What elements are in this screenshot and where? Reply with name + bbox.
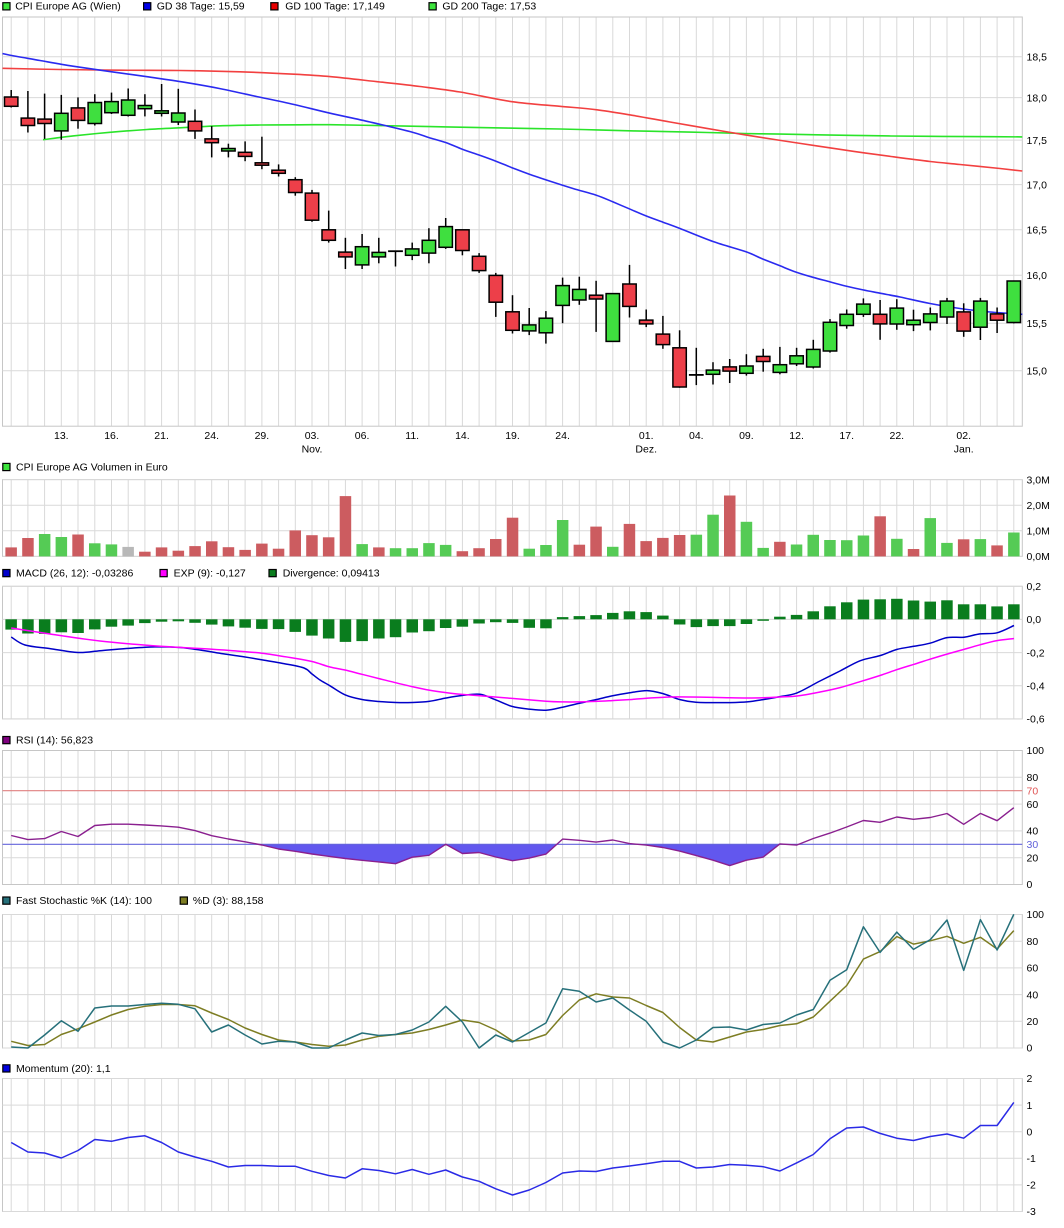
svg-text:16,0: 16,0 <box>1027 270 1048 282</box>
svg-text:13.: 13. <box>54 430 69 442</box>
svg-text:14.: 14. <box>455 430 470 442</box>
svg-text:-3: -3 <box>1027 1206 1036 1218</box>
svg-text:11.: 11. <box>405 430 419 442</box>
svg-text:100: 100 <box>1027 745 1045 757</box>
svg-text:40: 40 <box>1027 989 1039 1001</box>
svg-text:20: 20 <box>1027 1016 1039 1028</box>
svg-text:RSI (14): 56,823: RSI (14): 56,823 <box>16 735 93 747</box>
svg-text:02.: 02. <box>956 430 971 442</box>
svg-text:15,0: 15,0 <box>1027 366 1048 378</box>
svg-text:06.: 06. <box>355 430 370 442</box>
svg-text:21.: 21. <box>154 430 169 442</box>
svg-text:01.: 01. <box>639 430 654 442</box>
svg-text:30: 30 <box>1027 839 1039 851</box>
svg-text:-1: -1 <box>1027 1153 1036 1165</box>
svg-text:Divergence: 0,09413: Divergence: 0,09413 <box>283 568 380 580</box>
svg-text:40: 40 <box>1027 826 1039 838</box>
svg-text:100: 100 <box>1027 909 1045 921</box>
svg-text:3,0M: 3,0M <box>1027 474 1050 486</box>
svg-text:15,5: 15,5 <box>1027 318 1048 330</box>
svg-text:16,5: 16,5 <box>1027 224 1048 236</box>
svg-text:22.: 22. <box>889 430 904 442</box>
svg-text:GD 200 Tage: 17,53: GD 200 Tage: 17,53 <box>442 1 536 13</box>
svg-text:Momentum (20): 1,1: Momentum (20): 1,1 <box>16 1063 111 1075</box>
svg-text:24.: 24. <box>204 430 219 442</box>
svg-text:04.: 04. <box>689 430 704 442</box>
svg-text:09.: 09. <box>739 430 754 442</box>
svg-text:-0,2: -0,2 <box>1027 647 1045 659</box>
svg-text:17,5: 17,5 <box>1027 135 1048 147</box>
svg-text:03.: 03. <box>305 430 320 442</box>
svg-text:17,0: 17,0 <box>1027 179 1048 191</box>
svg-text:Nov.: Nov. <box>302 444 323 456</box>
svg-text:0,0M: 0,0M <box>1027 551 1050 563</box>
svg-text:%D (3): 88,158: %D (3): 88,158 <box>193 895 264 907</box>
svg-text:60: 60 <box>1027 799 1039 811</box>
svg-text:0,2: 0,2 <box>1027 581 1042 593</box>
svg-text:GD 100 Tage: 17,149: GD 100 Tage: 17,149 <box>285 1 385 13</box>
svg-text:Dez.: Dez. <box>635 444 657 456</box>
svg-text:18,0: 18,0 <box>1027 92 1048 104</box>
svg-text:-0,6: -0,6 <box>1027 714 1045 726</box>
svg-text:60: 60 <box>1027 963 1039 975</box>
svg-text:29.: 29. <box>255 430 270 442</box>
svg-text:19.: 19. <box>505 430 520 442</box>
svg-text:1,0M: 1,0M <box>1027 526 1050 538</box>
svg-text:18,5: 18,5 <box>1027 51 1048 63</box>
svg-text:-2: -2 <box>1027 1180 1036 1192</box>
svg-text:2,0M: 2,0M <box>1027 500 1050 512</box>
svg-text:2: 2 <box>1027 1073 1033 1085</box>
svg-text:CPI Europe AG Volumen in Euro: CPI Europe AG Volumen in Euro <box>16 461 168 473</box>
svg-text:80: 80 <box>1027 772 1039 784</box>
svg-text:20: 20 <box>1027 852 1039 864</box>
svg-text:17.: 17. <box>839 430 854 442</box>
svg-text:CPI Europe AG (Wien): CPI Europe AG (Wien) <box>15 1 121 13</box>
svg-text:24.: 24. <box>555 430 570 442</box>
svg-text:70: 70 <box>1027 785 1039 797</box>
svg-text:Fast Stochastic %K (14): 100: Fast Stochastic %K (14): 100 <box>16 895 152 907</box>
svg-text:0,0: 0,0 <box>1027 614 1042 626</box>
svg-text:1: 1 <box>1027 1100 1033 1112</box>
svg-text:0: 0 <box>1027 1043 1033 1055</box>
svg-text:80: 80 <box>1027 936 1039 948</box>
svg-text:16.: 16. <box>104 430 119 442</box>
svg-text:0: 0 <box>1027 1126 1033 1138</box>
svg-text:MACD (26, 12): -0,03286: MACD (26, 12): -0,03286 <box>16 568 133 580</box>
svg-text:-0,4: -0,4 <box>1027 681 1045 693</box>
svg-text:Jan.: Jan. <box>954 444 974 456</box>
svg-text:0: 0 <box>1027 879 1033 891</box>
svg-text:12.: 12. <box>789 430 804 442</box>
svg-text:EXP (9): -0,127: EXP (9): -0,127 <box>174 568 246 580</box>
svg-text:GD 38 Tage: 15,59: GD 38 Tage: 15,59 <box>157 1 245 13</box>
